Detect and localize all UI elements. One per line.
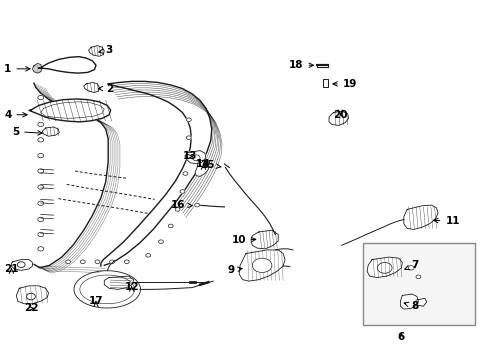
Text: 7: 7 — [405, 260, 418, 270]
Text: 19: 19 — [333, 79, 357, 89]
Circle shape — [377, 262, 392, 273]
Text: 18: 18 — [289, 60, 314, 70]
Polygon shape — [104, 276, 134, 289]
Circle shape — [186, 118, 191, 122]
Circle shape — [38, 169, 44, 173]
Text: 22: 22 — [24, 303, 38, 314]
Text: 16: 16 — [171, 200, 192, 210]
Circle shape — [38, 122, 44, 127]
Text: 3: 3 — [99, 45, 113, 55]
Polygon shape — [84, 82, 99, 93]
Polygon shape — [416, 298, 427, 306]
Text: 6: 6 — [398, 332, 405, 342]
Polygon shape — [239, 250, 285, 281]
Circle shape — [252, 258, 272, 273]
Circle shape — [38, 201, 44, 206]
Circle shape — [38, 232, 44, 237]
Polygon shape — [16, 286, 49, 304]
Polygon shape — [39, 57, 96, 73]
Circle shape — [416, 275, 421, 279]
Text: 9: 9 — [227, 265, 242, 275]
Circle shape — [192, 155, 200, 161]
Circle shape — [408, 266, 414, 270]
Polygon shape — [195, 160, 208, 176]
Polygon shape — [400, 294, 418, 309]
Circle shape — [38, 138, 44, 142]
Circle shape — [38, 217, 44, 222]
Text: 15: 15 — [201, 160, 221, 170]
Text: 13: 13 — [183, 151, 197, 161]
Text: 17: 17 — [89, 296, 103, 307]
Polygon shape — [42, 127, 59, 136]
Bar — [318, 64, 328, 67]
Polygon shape — [367, 257, 402, 278]
Circle shape — [175, 208, 180, 211]
Circle shape — [195, 203, 199, 207]
Circle shape — [159, 240, 163, 243]
Polygon shape — [89, 45, 104, 56]
Circle shape — [185, 154, 190, 157]
Circle shape — [95, 260, 100, 264]
Text: 5: 5 — [12, 127, 42, 136]
Text: 4: 4 — [4, 110, 27, 120]
Circle shape — [66, 260, 71, 264]
Circle shape — [38, 153, 44, 158]
Polygon shape — [329, 111, 348, 126]
Circle shape — [26, 293, 35, 300]
Text: 21: 21 — [4, 264, 19, 274]
Circle shape — [80, 260, 85, 264]
Bar — [318, 64, 328, 67]
Circle shape — [38, 95, 44, 100]
Text: 20: 20 — [333, 110, 347, 120]
Text: 14: 14 — [196, 159, 211, 170]
Circle shape — [17, 262, 25, 267]
Circle shape — [38, 108, 44, 112]
Polygon shape — [404, 205, 438, 229]
Text: 10: 10 — [231, 235, 256, 245]
Polygon shape — [32, 63, 42, 73]
Circle shape — [168, 224, 173, 228]
Circle shape — [146, 253, 151, 257]
Text: 1: 1 — [4, 64, 30, 74]
Text: 8: 8 — [404, 301, 418, 311]
Polygon shape — [185, 150, 206, 164]
Text: 11: 11 — [434, 216, 460, 226]
Polygon shape — [251, 230, 278, 249]
Bar — [363, 243, 475, 325]
Text: 12: 12 — [124, 282, 139, 292]
Text: 2: 2 — [98, 84, 113, 94]
Circle shape — [110, 260, 115, 264]
Polygon shape — [11, 260, 32, 270]
Polygon shape — [29, 99, 111, 122]
Circle shape — [186, 136, 191, 139]
Circle shape — [38, 185, 44, 189]
Circle shape — [124, 260, 129, 264]
Circle shape — [183, 172, 188, 175]
Bar — [323, 78, 328, 87]
Circle shape — [180, 190, 185, 193]
Bar — [323, 78, 328, 87]
Circle shape — [38, 247, 44, 251]
